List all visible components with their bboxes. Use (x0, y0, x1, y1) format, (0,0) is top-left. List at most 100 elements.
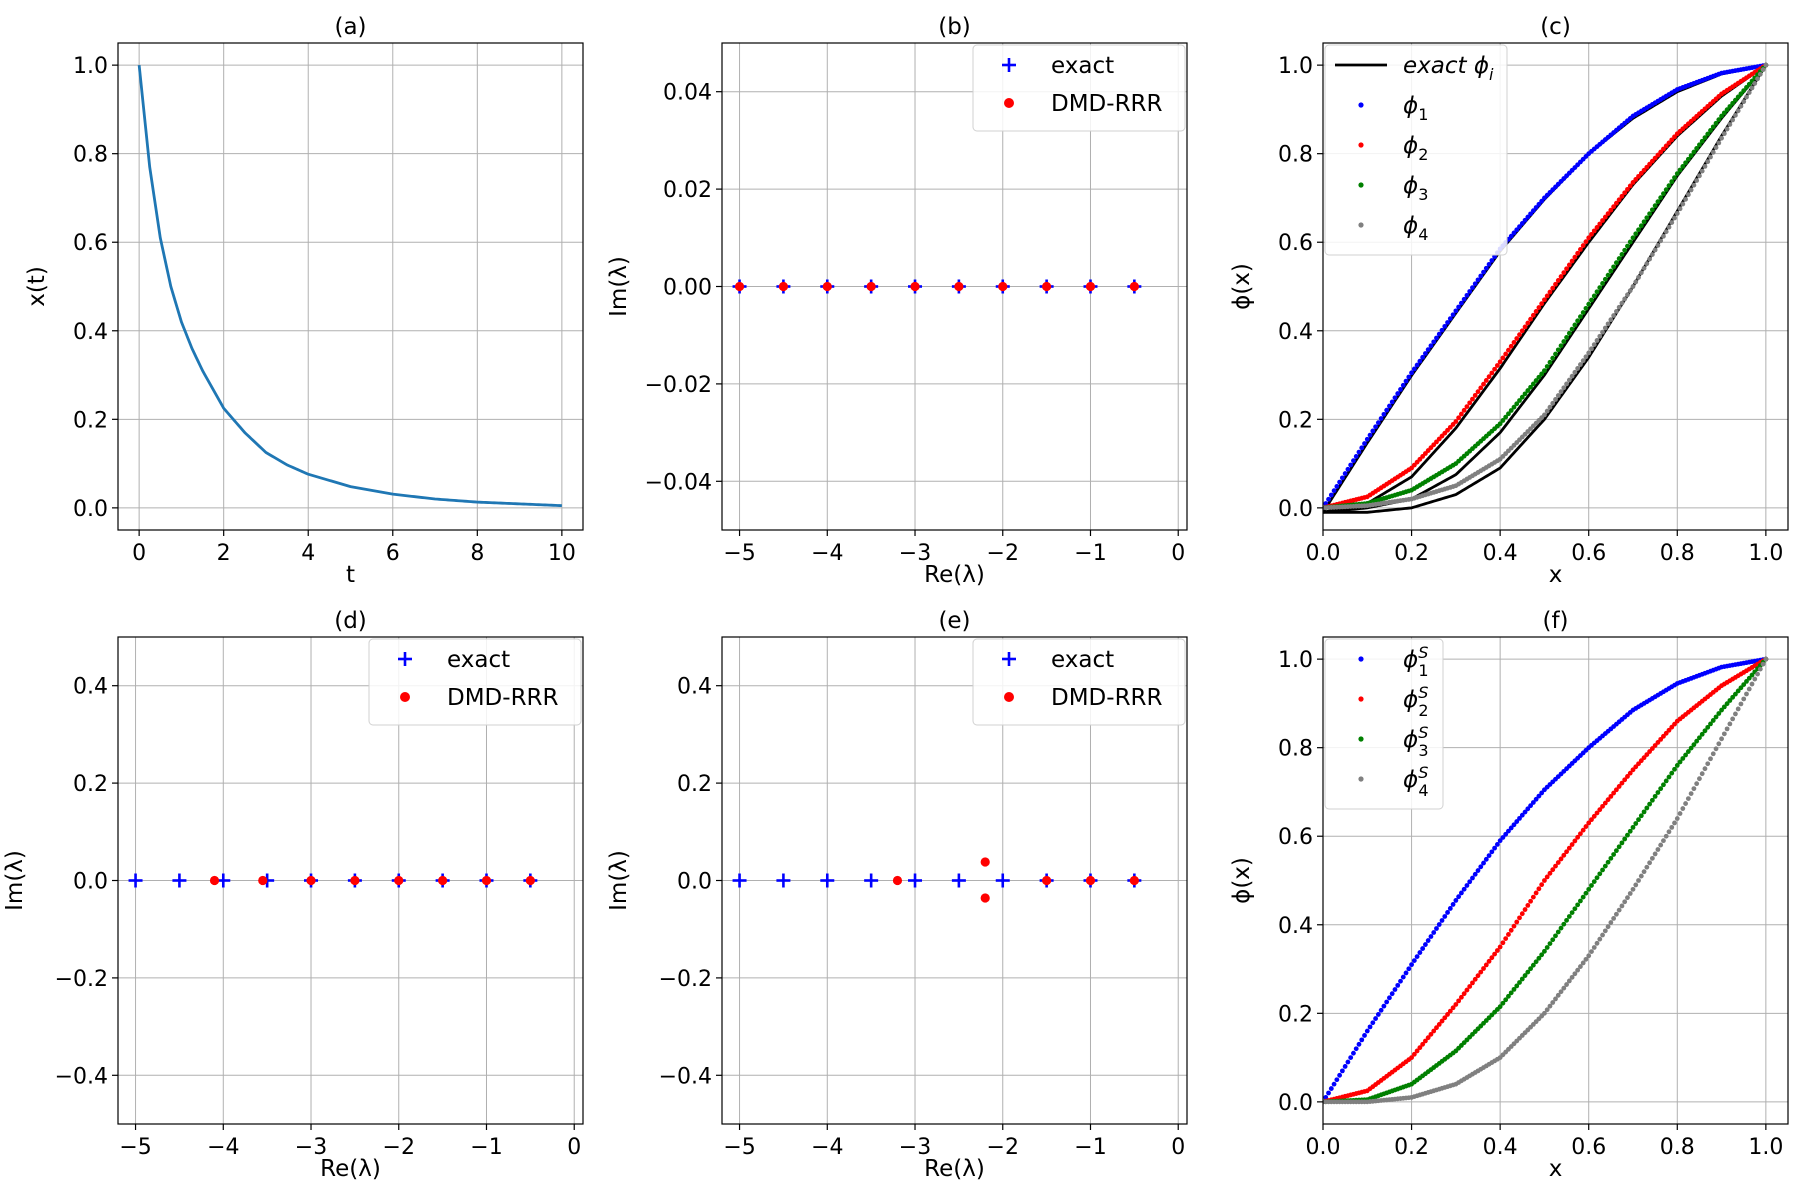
series-ϕ4-point (1708, 154, 1713, 160)
series-ϕ1-point (1439, 327, 1445, 333)
x-tick-label: 0.6 (1571, 541, 1606, 566)
series-ϕ2-point (1456, 415, 1462, 421)
series-ϕ4S-point (1697, 776, 1702, 782)
series-ϕ2S-point (1611, 790, 1617, 796)
legend-entry: DMD-RRR (1004, 685, 1163, 711)
y-tick-label: 0.0 (677, 870, 712, 895)
series-ϕ4S-point (1553, 996, 1558, 1002)
legend-label-sub: 1 (1418, 105, 1428, 124)
series-ϕ4S-point (1757, 666, 1763, 672)
series-ϕ4-point (1655, 243, 1661, 248)
series-ϕ3-point (1572, 322, 1578, 328)
series-ϕ4S-point (1542, 1010, 1547, 1016)
series-ϕ3S-point (1641, 809, 1647, 815)
series-ϕ1S-point (1403, 970, 1409, 976)
panel-b: −5 −4 −3 −2 −1 0 −0.04 −0.02 0.00 0.02 0.04 (b) Re(λ… (606, 14, 1188, 588)
series-ϕ3S-point (1605, 859, 1611, 865)
series-ϕ3S-point (1694, 738, 1700, 744)
series-ϕ4-point (1575, 366, 1581, 371)
series-ϕ3S-point (1697, 735, 1702, 741)
y-tick-label: 0.4 (73, 320, 108, 345)
series-ϕ1S-point (1387, 995, 1392, 1001)
series-ϕ3S-point (1658, 786, 1664, 792)
legend: exact DMD-RRR (972, 638, 1186, 726)
series-ϕ1-point (1467, 289, 1473, 294)
series-ϕ3S-point (1730, 694, 1736, 700)
series-ϕ1S-point (1464, 883, 1470, 888)
series-ϕ2-point (1641, 167, 1647, 173)
series-ϕ4-point (1547, 404, 1553, 410)
series-ϕ2S-point (1464, 987, 1470, 993)
series-ϕ1S-point (1481, 860, 1486, 866)
series-ϕ4S-point (1666, 829, 1672, 835)
series-ϕ4-point (1713, 145, 1719, 150)
series-ϕ2S-point (1519, 911, 1525, 917)
series-ϕ1S-point (1381, 1003, 1387, 1009)
series-ϕ2S-point (1627, 770, 1633, 776)
series-ϕ2S-point (1580, 827, 1586, 833)
series-ϕ4-point (1633, 279, 1639, 285)
series-ϕ1-point (1481, 269, 1486, 275)
series-DMD-RRR-point (1085, 281, 1096, 292)
series-ϕ4S-point (1578, 964, 1583, 969)
series-ϕ3S-point (1699, 731, 1705, 737)
series-ϕ2S-point (1591, 813, 1597, 819)
series-ϕ4S-point (1619, 903, 1625, 909)
series-ϕ2S-point (1555, 860, 1561, 865)
series-ϕ2S-point (1550, 867, 1556, 873)
series-ϕ1-point (1533, 205, 1539, 210)
series-ϕ3S-point (1677, 759, 1683, 765)
series-ϕ2-point (1547, 289, 1553, 295)
x-tick-label: 0 (1171, 1135, 1185, 1160)
series-ϕ2S-point (1605, 797, 1611, 803)
series-ϕ2-point (1503, 351, 1509, 357)
series-ϕ2-point (1461, 407, 1467, 413)
series-ϕ4-point (1763, 62, 1769, 68)
series-ϕ4S-point (1566, 978, 1572, 984)
series-ϕ2-point (1494, 363, 1500, 368)
series-DMD-RRR-point (892, 875, 903, 886)
x-tick-label: 0 (132, 541, 146, 566)
series-ϕ1S-point (1492, 845, 1498, 851)
series-ϕ4-point (1688, 187, 1694, 193)
series-ϕ2S-point (1544, 874, 1550, 880)
series-ϕ3S-point (1691, 742, 1697, 748)
series-ϕ4-point (1589, 346, 1594, 352)
legend-label: ϕS 2 (1403, 683, 1429, 720)
series-DMD-RRR-point (438, 875, 448, 886)
x-tick-label: −3 (899, 1135, 931, 1160)
series-ϕ3S-point (1680, 756, 1686, 761)
series-ϕ2-point (1647, 161, 1653, 167)
series-ϕ1S-point (1428, 934, 1434, 939)
y-axis-label: x(t) (24, 266, 50, 307)
x-tick-label: 6 (386, 541, 400, 566)
series-ϕ3-point (1633, 231, 1639, 237)
series-ϕ3-point (1627, 239, 1633, 245)
series-ϕ4-point (1622, 296, 1628, 302)
series-ϕ3S-point (1674, 762, 1680, 768)
series-ϕ3-point (1542, 368, 1547, 374)
series-ϕ3-point (1661, 191, 1666, 197)
legend-label: ϕS 3 (1403, 723, 1429, 760)
series-ϕ3-point (1508, 408, 1514, 413)
series-DMD-RRR-point (822, 281, 832, 292)
series-ϕ3S-point (1741, 682, 1747, 687)
series-ϕ1-point (1489, 258, 1495, 263)
series-ϕ1-point (1453, 308, 1459, 314)
series-ϕ4-point (1619, 300, 1625, 306)
series-ϕ1-point (1367, 432, 1373, 438)
series-ϕ1-point (1461, 296, 1467, 302)
series-ϕ4-point (1721, 131, 1727, 137)
series-ϕ4S-point (1755, 671, 1760, 677)
series-ϕ1S-point (1533, 796, 1539, 802)
series-ϕ4-point (1741, 99, 1747, 105)
series-DMD-RRR-point (1129, 281, 1139, 292)
series-DMD-RRR (892, 857, 1139, 903)
series-ϕ2S-point (1481, 966, 1486, 971)
series-ϕ2S-point (1436, 1021, 1442, 1027)
y-tick-label: −0.4 (55, 1064, 108, 1089)
series-ϕ4-point (1583, 354, 1589, 360)
x-tick-label: 4 (301, 541, 315, 566)
series-ϕ3-point (1685, 156, 1691, 162)
series-ϕ2-point (1475, 389, 1481, 395)
